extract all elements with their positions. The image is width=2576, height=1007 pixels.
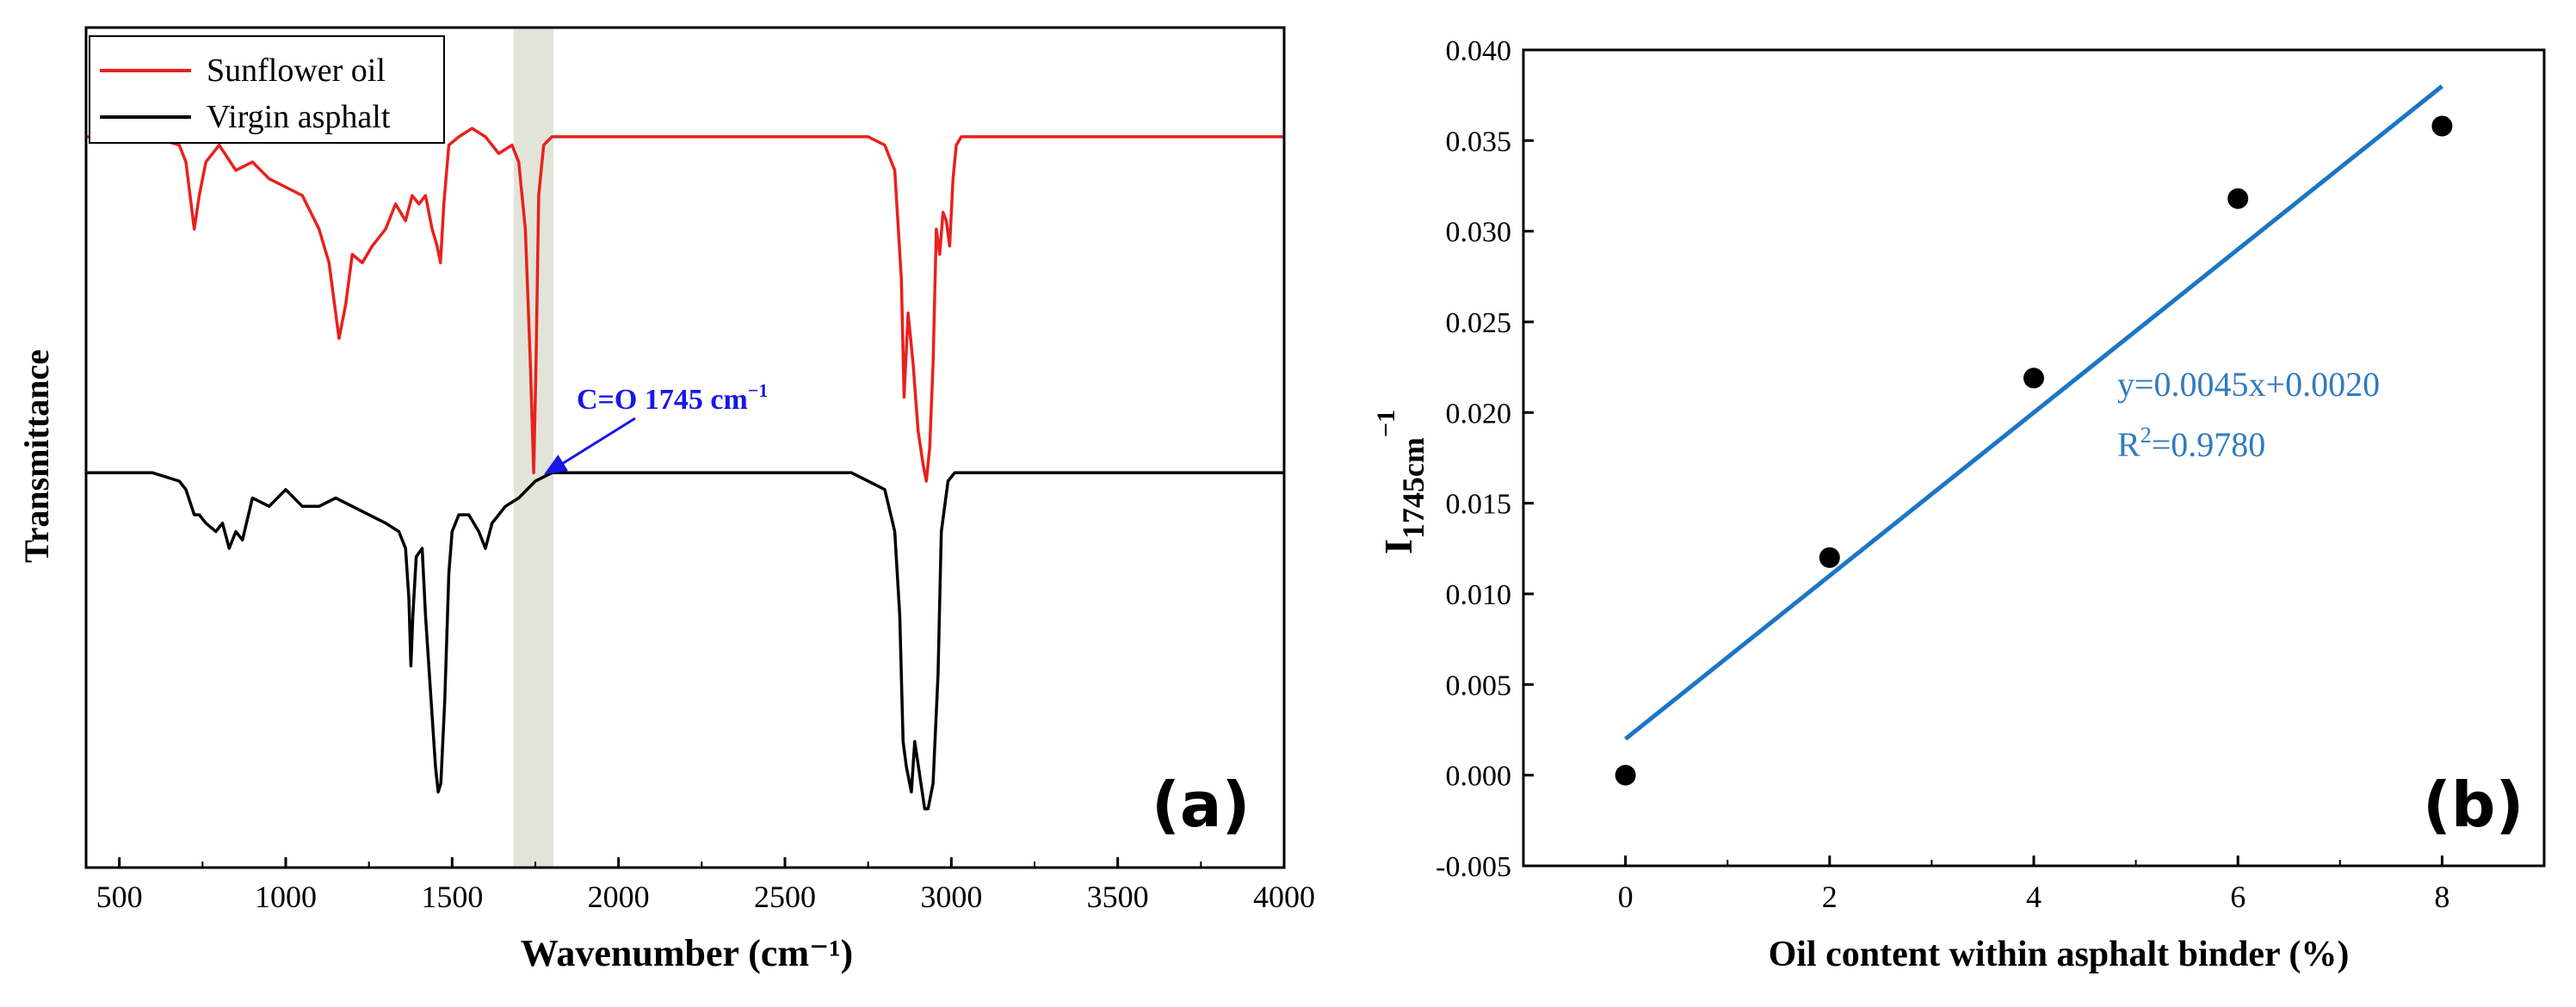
y-title-subscript: 1745cm <box>1396 437 1430 539</box>
y-tick-label: 0.035 <box>1446 126 1512 158</box>
x-tick-label: 3000 <box>920 880 982 914</box>
y-tick-label: 0.005 <box>1446 670 1512 701</box>
x-tick-label: 6 <box>2230 880 2246 914</box>
panel-a-ftir-spectra: 500 1000 1500 2000 2500 3000 3500 4000 Sunflowe… <box>17 26 1315 974</box>
data-point <box>2023 368 2044 389</box>
series-line-sunflower-oil <box>86 127 1284 483</box>
panel-b-y-axis-title: I1745cm−1 <box>1372 410 1430 554</box>
panel-a-x-axis: 500 1000 1500 2000 2500 3000 3500 4000 <box>96 857 1315 914</box>
x-tick-label: 500 <box>96 880 143 914</box>
y-tick-label: 0.000 <box>1446 761 1512 793</box>
x-tick-label: 8 <box>2434 880 2449 914</box>
x-tick-label: 4000 <box>1253 880 1315 914</box>
x-tick-label: 3500 <box>1087 880 1149 914</box>
data-points <box>1615 115 2453 786</box>
x-tick-label: 1500 <box>421 880 483 914</box>
y-tick-label: -0.005 <box>1436 851 1511 883</box>
data-point <box>2431 115 2453 137</box>
x-tick-label: 4 <box>2026 880 2042 914</box>
panel-b-frame <box>1522 48 2546 868</box>
x-tick-label: 0 <box>1618 880 1634 914</box>
data-point <box>1615 764 1636 786</box>
carbonyl-annotation: C=O 1745 cm−1 <box>544 380 768 475</box>
svg-text:C=O 1745 cm−1: C=O 1745 cm−1 <box>577 380 768 416</box>
panel-b-x-axis-title: Oil content within asphalt binder (%) <box>1769 935 2350 974</box>
regression-line <box>1624 84 2443 741</box>
panel-b-y-axis: -0.005 0.000 0.005 0.010 0.015 0.020 0.025 0.03… <box>1436 35 1534 883</box>
panel-b-carbonyl-index: -0.005 0.000 0.005 0.010 0.015 0.020 0.025 0.03… <box>1372 35 2546 974</box>
r-squared-prefix: R <box>2117 425 2140 464</box>
y-title-main: I <box>1376 539 1420 554</box>
y-tick-label: 0.010 <box>1446 579 1512 611</box>
r-squared-value: =0.9780 <box>2152 425 2266 464</box>
data-point <box>1819 547 1840 568</box>
y-tick-label: 0.020 <box>1446 398 1512 429</box>
panel-b-label: (b) <box>2423 769 2523 841</box>
x-tick-label: 2 <box>1822 880 1838 914</box>
y-tick-label: 0.025 <box>1446 307 1512 339</box>
annotation-superscript: −1 <box>748 380 769 401</box>
panel-a-label: (a) <box>1152 769 1250 841</box>
r-squared-label: R2=0.9780 <box>2117 423 2265 464</box>
legend-label-sunflower-oil: Sunflower oil <box>207 53 386 89</box>
panel-a-x-axis-title: Wavenumber (cm⁻¹) <box>521 932 853 974</box>
regression-equation: y=0.0045x+0.0020 <box>2117 365 2380 404</box>
spectra-lines <box>86 127 1284 811</box>
annotation-text: C=O 1745 cm <box>577 384 748 416</box>
y-tick-label: 0.040 <box>1446 35 1512 67</box>
annotation-arrow <box>555 417 636 469</box>
y-tick-label: 0.015 <box>1446 489 1512 521</box>
y-title-superscript: −1 <box>1372 410 1400 437</box>
x-tick-label: 2000 <box>588 880 650 914</box>
annotation-arrowhead <box>544 454 568 475</box>
legend: Sunflower oil Virgin asphalt <box>89 35 445 144</box>
series-line-virgin-asphalt <box>86 471 1284 811</box>
panel-a-y-axis-title: Transmittance <box>17 349 56 563</box>
x-tick-label: 1000 <box>255 880 317 914</box>
panel-b-x-axis: 0 2 4 6 8 <box>1523 856 2545 914</box>
panel-a-frame <box>84 26 1286 869</box>
x-tick-label: 2500 <box>754 880 816 914</box>
legend-label-virgin-asphalt: Virgin asphalt <box>207 99 391 135</box>
y-tick-label: 0.030 <box>1446 217 1512 249</box>
r-squared-superscript: 2 <box>2140 423 2152 448</box>
data-point <box>2227 188 2249 209</box>
